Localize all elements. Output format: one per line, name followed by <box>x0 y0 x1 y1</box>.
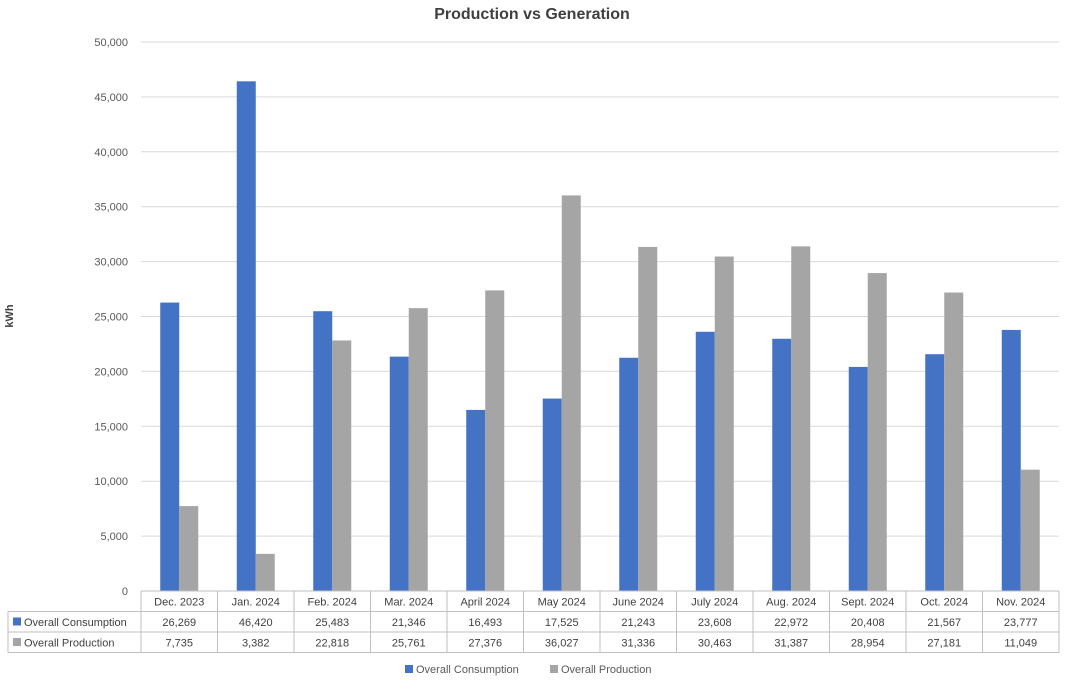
data-label: 16,493 <box>468 617 502 629</box>
data-label: 25,761 <box>392 638 426 650</box>
y-tick-label: 20,000 <box>94 366 128 378</box>
data-label: 23,608 <box>698 617 732 629</box>
data-label: 27,376 <box>468 638 502 650</box>
data-label: 21,346 <box>392 617 426 629</box>
bar-production <box>867 273 887 591</box>
bar-consumption <box>848 366 868 591</box>
x-tick-label: Oct. 2024 <box>920 597 968 609</box>
legend-label: Overall Production <box>561 664 652 676</box>
y-tick-label: 25,000 <box>94 312 128 324</box>
x-tick-label: Nov. 2024 <box>996 597 1045 609</box>
bar-production <box>944 292 964 591</box>
table-legend-key <box>13 617 21 626</box>
data-label: 36,027 <box>545 638 579 650</box>
bar-consumption <box>389 356 409 591</box>
table-series-name: Overall Consumption <box>24 617 127 629</box>
y-tick-label: 5,000 <box>100 531 128 543</box>
y-tick-label: 30,000 <box>94 257 128 269</box>
data-label: 21,243 <box>621 617 655 629</box>
bar-consumption <box>236 81 256 591</box>
x-tick-label: April 2024 <box>460 597 510 609</box>
table-legend-key <box>13 638 21 646</box>
y-tick-label: 50,000 <box>94 37 128 49</box>
y-tick-label: 0 <box>122 586 128 598</box>
data-label: 30,463 <box>698 638 732 650</box>
data-label: 20,408 <box>851 617 885 629</box>
legend-swatch <box>550 665 558 673</box>
bar-consumption <box>695 331 715 591</box>
bar-production <box>485 290 505 591</box>
bar-consumption <box>466 409 486 591</box>
y-tick-label: 40,000 <box>94 147 128 159</box>
x-tick-label: Sept. 2024 <box>841 597 894 609</box>
data-label: 31,387 <box>774 638 808 650</box>
y-tick-label: 35,000 <box>94 202 128 214</box>
data-label: 21,567 <box>927 617 961 629</box>
data-label: 17,525 <box>545 617 579 629</box>
y-tick-label: 10,000 <box>94 476 128 488</box>
data-label: 28,954 <box>851 638 885 650</box>
data-label: 26,269 <box>162 617 196 629</box>
bar-production <box>791 246 811 592</box>
bar-consumption <box>619 357 639 591</box>
bar-production <box>714 256 734 591</box>
y-tick-label: 15,000 <box>94 421 128 433</box>
x-tick-label: July 2024 <box>691 597 738 609</box>
data-label: 7,735 <box>165 638 193 650</box>
bar-production <box>179 506 199 591</box>
bar-production <box>408 308 428 591</box>
bar-production <box>332 340 352 591</box>
chart-title: Production vs Generation <box>434 6 630 23</box>
data-label: 11,049 <box>1004 638 1037 650</box>
y-axis-label: kWh <box>4 304 16 328</box>
bar-production <box>561 195 581 592</box>
x-tick-label: Jan. 2024 <box>232 597 280 609</box>
x-tick-label: Feb. 2024 <box>307 597 357 609</box>
data-label: 22,972 <box>774 617 808 629</box>
bar-consumption <box>160 302 180 591</box>
data-label: 23,777 <box>1004 617 1038 629</box>
y-tick-label: 45,000 <box>94 92 128 104</box>
x-tick-label: Mar. 2024 <box>384 597 433 609</box>
bar-production <box>638 246 658 591</box>
legend-swatch <box>405 665 413 673</box>
bar-consumption <box>1001 329 1021 591</box>
table-series-name: Overall Production <box>24 638 115 650</box>
x-tick-label: June 2024 <box>613 597 664 609</box>
x-tick-label: May 2024 <box>538 597 586 609</box>
bar-production <box>255 553 275 591</box>
x-tick-label: Dec. 2023 <box>154 597 204 609</box>
legend-label: Overall Consumption <box>416 664 519 676</box>
data-label: 25,483 <box>315 617 349 629</box>
bar-consumption <box>925 354 945 591</box>
bar-production <box>1020 469 1040 591</box>
data-label: 31,336 <box>621 638 655 650</box>
data-label: 46,420 <box>239 617 273 629</box>
data-label: 3,382 <box>242 638 270 650</box>
x-tick-label: Aug. 2024 <box>766 597 816 609</box>
data-label: 22,818 <box>315 638 349 650</box>
bar-consumption <box>772 338 792 591</box>
bar-consumption <box>313 311 333 591</box>
data-label: 27,181 <box>927 638 961 650</box>
bar-consumption <box>542 398 562 591</box>
